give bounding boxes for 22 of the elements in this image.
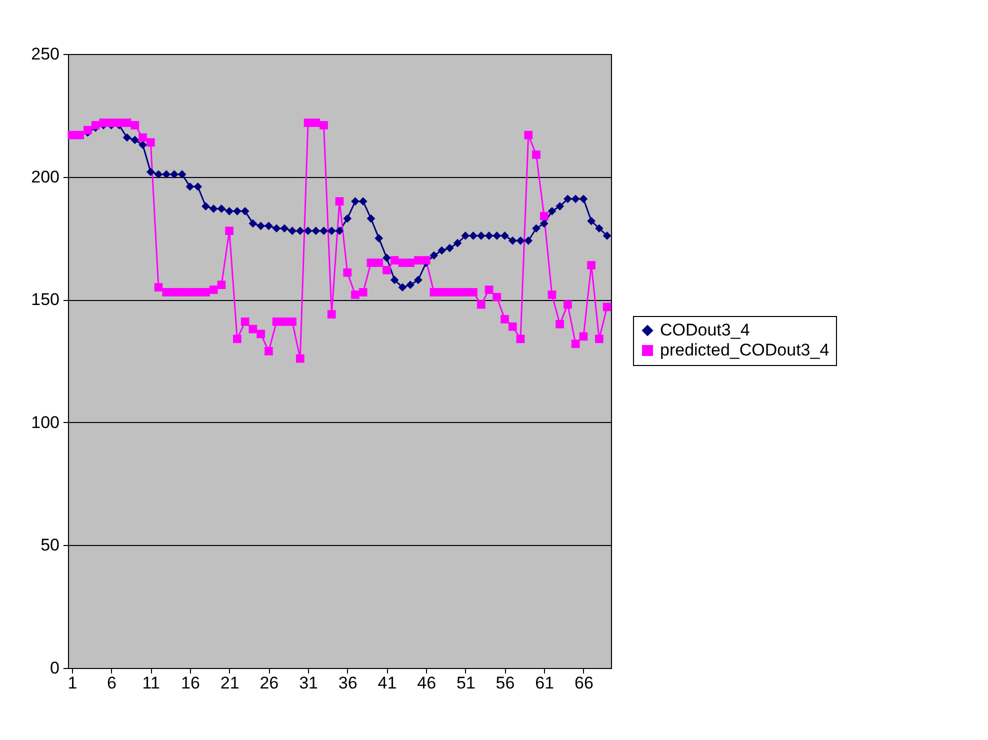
y-tick-label: 0 (50, 658, 60, 678)
x-tick-label: 21 (220, 674, 240, 692)
legend-label: predicted_CODout3_4 (660, 340, 830, 360)
legend-label: CODout3_4 (660, 320, 750, 340)
x-tick-label: 66 (574, 674, 594, 692)
x-tick-label: 31 (299, 674, 318, 692)
x-tick-label: 11 (142, 674, 160, 692)
y-tick-label: 150 (31, 290, 60, 310)
y-tick-label: 50 (40, 536, 60, 555)
y-tick-label: 100 (31, 412, 60, 432)
y-tick-label: 250 (31, 44, 60, 64)
x-tick-label: 46 (417, 674, 436, 692)
x-tick-label: 41 (378, 674, 397, 692)
y-tick-label: 200 (31, 167, 60, 186)
x-tick-label: 26 (260, 674, 279, 692)
x-tick-label: 1 (68, 674, 78, 692)
x-tick-label: 56 (496, 674, 515, 692)
x-tick-label: 61 (535, 674, 554, 692)
x-tick-label: 16 (181, 674, 200, 692)
x-tick-label: 51 (456, 674, 476, 692)
x-tick-label: 6 (107, 674, 117, 692)
x-tick-label: 36 (338, 674, 358, 692)
